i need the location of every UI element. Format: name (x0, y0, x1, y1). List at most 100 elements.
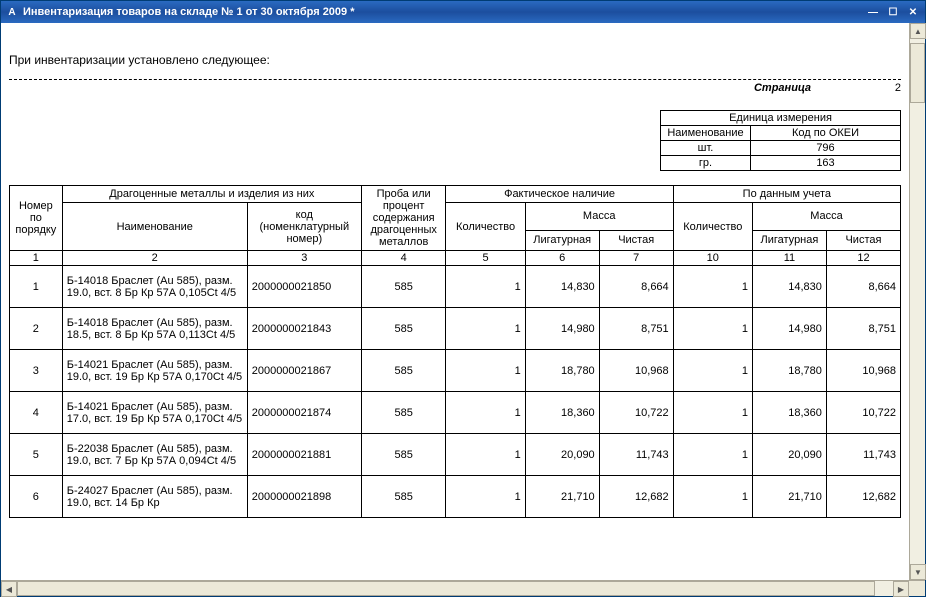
th-code: код (номенклатурный номер) (247, 203, 361, 251)
cell-actual-qty: 1 (446, 308, 525, 350)
cell-proba: 585 (361, 350, 446, 392)
titlebar[interactable]: A Инвентаризация товаров на складе № 1 о… (1, 1, 925, 23)
th-num: Номер по порядку (10, 186, 63, 251)
cell-actual-qty: 1 (446, 476, 525, 518)
cell-actual-lig: 18,360 (525, 392, 599, 434)
cell-num: 1 (10, 266, 63, 308)
unit-code: 796 (751, 141, 901, 156)
window-buttons: — ☐ ✕ (864, 4, 922, 20)
th-metals-group: Драгоценные металлы и изделия из них (62, 186, 361, 203)
unit-code: 163 (751, 156, 901, 171)
scroll-right-button[interactable]: ▶ (893, 581, 909, 597)
cell-proba: 585 (361, 476, 446, 518)
cell-books-clean: 10,968 (826, 350, 900, 392)
cell-actual-clean: 12,682 (599, 476, 673, 518)
vertical-scrollbar[interactable]: ▲ ▼ (909, 23, 925, 580)
th-name: Наименование (62, 203, 247, 251)
th-actual-mass: Масса (525, 203, 673, 231)
scroll-up-button[interactable]: ▲ (910, 23, 926, 39)
cell-books-qty: 1 (673, 350, 752, 392)
unit-name-header: Наименование (661, 126, 751, 141)
cell-books-qty: 1 (673, 266, 752, 308)
maximize-button[interactable]: ☐ (884, 4, 902, 20)
vscroll-track[interactable] (910, 39, 925, 564)
coln: 12 (826, 251, 900, 266)
hscroll-track[interactable] (17, 581, 893, 596)
separator (9, 79, 901, 80)
cell-name: Б-22038 Браслет (Au 585), разм. 19.0, вс… (62, 434, 247, 476)
cell-actual-qty: 1 (446, 350, 525, 392)
coln: 2 (62, 251, 247, 266)
cell-actual-lig: 14,830 (525, 266, 599, 308)
table-row: 3Б-14021 Браслет (Au 585), разм. 19.0, в… (10, 350, 901, 392)
cell-code: 2000000021850 (247, 266, 361, 308)
cell-num: 2 (10, 308, 63, 350)
cell-proba: 585 (361, 392, 446, 434)
cell-books-clean: 11,743 (826, 434, 900, 476)
th-books-mass: Масса (752, 203, 900, 231)
cell-books-lig: 21,710 (752, 476, 826, 518)
cell-books-lig: 14,980 (752, 308, 826, 350)
content-wrap: При инвентаризации установлено следующее… (1, 23, 925, 580)
th-proba: Проба или процент содержания драгоценных… (361, 186, 446, 251)
page-label: Страница (754, 82, 811, 94)
coln: 11 (752, 251, 826, 266)
cell-proba: 585 (361, 434, 446, 476)
cell-actual-qty: 1 (446, 266, 525, 308)
unit-table: Единица измерения Наименование Код по ОК… (660, 110, 901, 171)
cell-books-qty: 1 (673, 476, 752, 518)
inventory-table: Номер по порядку Драгоценные металлы и и… (9, 185, 901, 518)
cell-code: 2000000021874 (247, 392, 361, 434)
unit-name: гр. (661, 156, 751, 171)
cell-num: 4 (10, 392, 63, 434)
cell-name: Б-14021 Браслет (Au 585), разм. 17.0, вс… (62, 392, 247, 434)
unit-code-header: Код по ОКЕИ (751, 126, 901, 141)
cell-books-clean: 12,682 (826, 476, 900, 518)
scroll-down-button[interactable]: ▼ (910, 564, 926, 580)
cell-code: 2000000021843 (247, 308, 361, 350)
page-header: Страница 2 (9, 82, 901, 94)
table-row: 2Б-14018 Браслет (Au 585), разм. 18.5, в… (10, 308, 901, 350)
cell-books-clean: 10,722 (826, 392, 900, 434)
cell-actual-lig: 14,980 (525, 308, 599, 350)
coln: 10 (673, 251, 752, 266)
cell-books-qty: 1 (673, 434, 752, 476)
cell-proba: 585 (361, 308, 446, 350)
cell-num: 6 (10, 476, 63, 518)
cell-actual-clean: 11,743 (599, 434, 673, 476)
cell-books-qty: 1 (673, 308, 752, 350)
cell-books-lig: 20,090 (752, 434, 826, 476)
hscroll-thumb[interactable] (17, 581, 875, 596)
cell-actual-qty: 1 (446, 434, 525, 476)
unit-row: гр. 163 (661, 156, 901, 171)
th-actual-lig: Лигатурная (525, 230, 599, 251)
cell-num: 5 (10, 434, 63, 476)
coln: 6 (525, 251, 599, 266)
coln: 3 (247, 251, 361, 266)
horizontal-scrollbar[interactable]: ◀ ▶ (1, 580, 925, 596)
coln: 7 (599, 251, 673, 266)
cell-actual-lig: 18,780 (525, 350, 599, 392)
cell-name: Б-14021 Браслет (Au 585), разм. 19.0, вс… (62, 350, 247, 392)
cell-name: Б-14018 Браслет (Au 585), разм. 19.0, вс… (62, 266, 247, 308)
cell-num: 3 (10, 350, 63, 392)
cell-books-lig: 18,360 (752, 392, 826, 434)
page-number: 2 (881, 82, 901, 94)
table-row: 1Б-14018 Браслет (Au 585), разм. 19.0, в… (10, 266, 901, 308)
cell-code: 2000000021881 (247, 434, 361, 476)
th-books-clean: Чистая (826, 230, 900, 251)
close-button[interactable]: ✕ (904, 4, 922, 20)
cell-books-clean: 8,664 (826, 266, 900, 308)
th-books-lig: Лигатурная (752, 230, 826, 251)
minimize-button[interactable]: — (864, 4, 882, 20)
vscroll-thumb[interactable] (910, 43, 925, 103)
table-row: 6Б-24027 Браслет (Au 585), разм. 19.0, в… (10, 476, 901, 518)
coln: 4 (361, 251, 446, 266)
cell-code: 2000000021898 (247, 476, 361, 518)
table-body: 1Б-14018 Браслет (Au 585), разм. 19.0, в… (10, 266, 901, 518)
cell-actual-lig: 21,710 (525, 476, 599, 518)
intro-text: При инвентаризации установлено следующее… (9, 53, 901, 67)
scroll-left-button[interactable]: ◀ (1, 581, 17, 597)
table-row: 5Б-22038 Браслет (Au 585), разм. 19.0, в… (10, 434, 901, 476)
scroll-corner (909, 581, 925, 596)
